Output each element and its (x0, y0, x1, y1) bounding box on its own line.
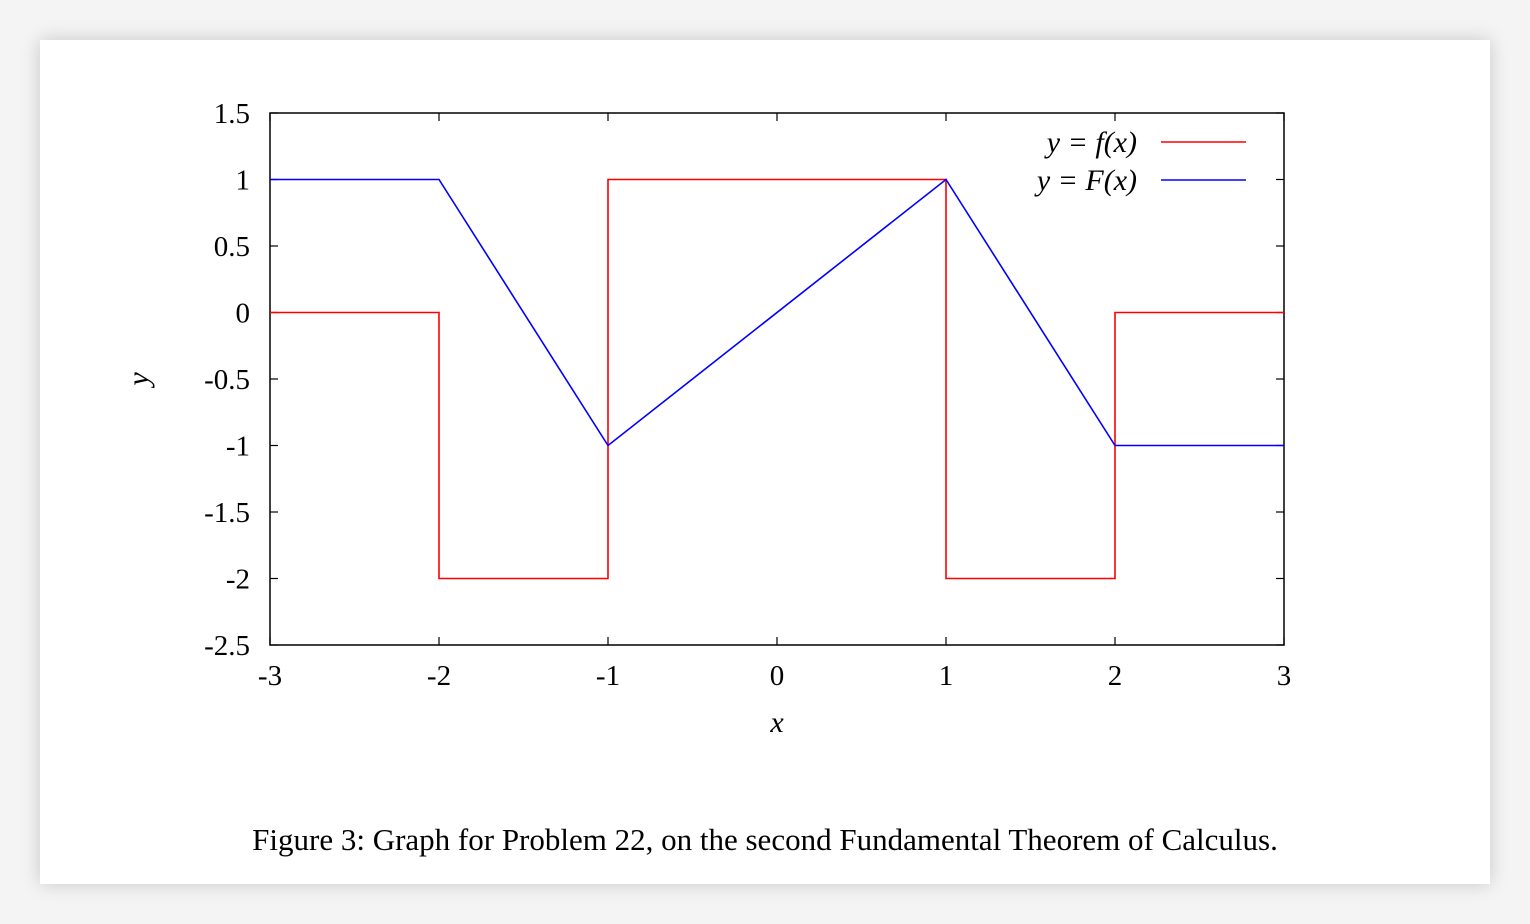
legend-label-F: y = F(x) (1034, 164, 1137, 197)
y-tick-label: 0.5 (214, 231, 250, 263)
chart: -3 -2 -1 0 1 2 3 1.5 1 0.5 0 -0.5 -1 -1.5 -2 -2.5 x y … (122, 98, 1291, 739)
x-tick-label: 1 (939, 660, 954, 692)
legend: y = f(x) y = F(x) (1034, 126, 1246, 197)
x-tick-label: 0 (770, 660, 785, 692)
figure-card: -3 -2 -1 0 1 2 3 1.5 1 0.5 0 -0.5 -1 -1.5 -2 -2.5 x y … (40, 40, 1490, 884)
x-tick-label: -1 (596, 660, 620, 692)
y-tick-labels: 1.5 1 0.5 0 -0.5 -1 -1.5 -2 -2.5 (204, 98, 250, 662)
y-tick-label: -1.5 (204, 497, 250, 529)
series-line-F (270, 178, 1284, 447)
series-line-f (270, 178, 1284, 580)
y-tick-label: -0.5 (204, 364, 250, 396)
x-tick-labels: -3 -2 -1 0 1 2 3 (258, 660, 1291, 692)
y-tick-label: -2 (226, 564, 250, 596)
y-tick-label: -1 (226, 431, 250, 463)
x-tick-label: 2 (1108, 660, 1123, 692)
x-tick-label: -2 (427, 660, 451, 692)
y-tick-label: 1 (236, 165, 251, 197)
y-tick-label: 0 (236, 298, 251, 330)
y-tick-label: -2.5 (204, 630, 250, 662)
figure-caption: Figure 3: Graph for Problem 22, on the s… (252, 822, 1278, 857)
x-axis-label: x (769, 706, 784, 739)
x-tick-label: 3 (1277, 660, 1292, 692)
series-layer (270, 178, 1284, 580)
y-axis-label: y (122, 372, 155, 389)
legend-label-f: y = f(x) (1044, 126, 1137, 159)
y-tick-label: 1.5 (214, 98, 250, 130)
x-tick-label: -3 (258, 660, 282, 692)
